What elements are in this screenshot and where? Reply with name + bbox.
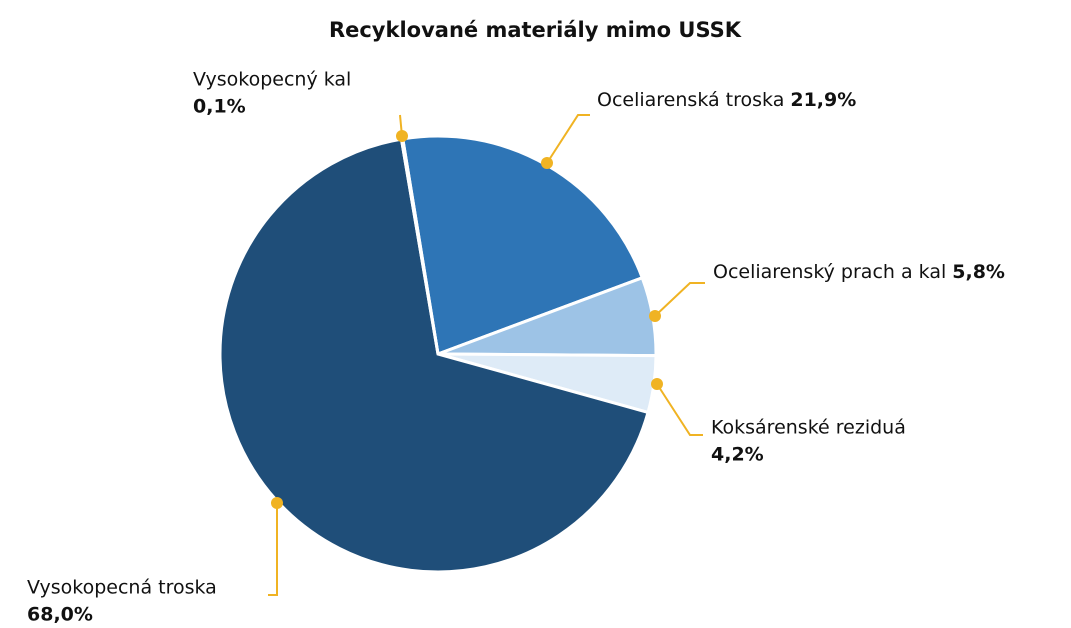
slice-label: Koksárenské reziduá [711,417,906,439]
labels: Oceliarenská troska 21,9% Oceliarenský pra… [27,69,1005,626]
leader-dot [649,310,661,322]
slice-label-group: Oceliarenská troska 21,9% [597,89,856,111]
slice-value: 0,1% [193,96,246,118]
slice-label: Oceliarenská troska [597,89,784,111]
leader-line [656,383,703,436]
leader-line [546,114,590,164]
leader-dot [651,378,663,390]
leader-dot [541,157,553,169]
leader-line [268,503,278,596]
slice-value: 4,2% [711,444,764,466]
slice-value: 68,0% [27,604,93,625]
leader-dot [271,497,283,509]
slice-label: Oceliarenský prach a kal [713,261,946,283]
slice-label: Vysokopecná troska [27,577,217,599]
slice-label: Vysokopecný kal [193,69,351,91]
slice-value: 21,9% [790,89,856,111]
leader-dot [396,130,408,142]
leader-line [654,282,705,317]
slice-label-group: Oceliarenský prach a kal 5,8% [713,261,1005,283]
pie [218,134,658,574]
slice-value: 5,8% [952,261,1005,283]
chart-title: Recyklované materiály mimo USSK [329,18,742,42]
